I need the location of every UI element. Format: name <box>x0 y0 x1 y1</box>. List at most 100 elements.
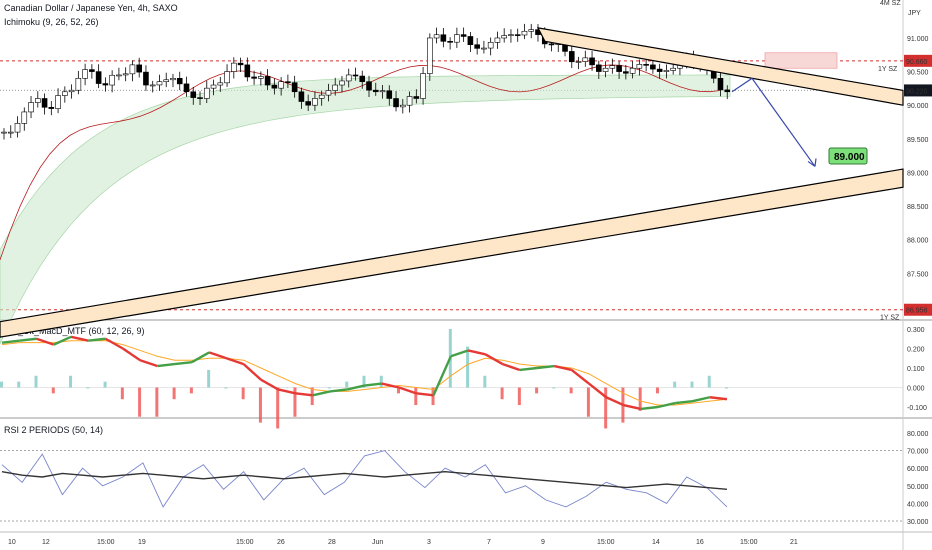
candle-body <box>501 35 507 39</box>
candle-body <box>190 91 197 98</box>
macd-line-segment <box>570 369 590 385</box>
candle-body <box>548 43 555 46</box>
candle-body <box>609 65 616 69</box>
time-tick-label: 21 <box>790 539 798 546</box>
time-tick-label: 26 <box>277 539 285 546</box>
candle-body <box>7 131 14 134</box>
time-tick-label: 15:00 <box>97 539 115 546</box>
price-tick-label: 91.000 <box>907 36 929 43</box>
price-tag <box>904 84 932 97</box>
candle-body <box>413 96 420 99</box>
candle-body <box>109 74 115 86</box>
macd-histogram-bar <box>345 381 349 388</box>
macd-line-segment <box>295 392 313 397</box>
candle-body <box>318 94 325 99</box>
candle-body <box>623 71 629 74</box>
rsi-50-line <box>1 471 728 491</box>
candle-body <box>589 57 595 66</box>
ichimoku-legend: Ichimoku (9, 26, 52, 26) <box>4 17 99 27</box>
macd-line-segment <box>432 355 452 396</box>
candle-body <box>122 73 129 76</box>
macd-histogram-bar <box>673 381 677 388</box>
candle-body <box>582 57 589 62</box>
forecast-arrow <box>731 77 816 167</box>
time-tick-label: 10 <box>8 539 16 546</box>
macd-histogram-bar <box>293 387 297 417</box>
sz-4m-label: 4M SZ <box>880 0 901 7</box>
candle-body <box>345 74 352 82</box>
candle-body <box>508 34 514 36</box>
macd-line-segment <box>312 390 331 397</box>
candle-body <box>156 81 163 86</box>
candle-body <box>433 34 440 39</box>
candle-body <box>474 44 480 49</box>
macd-line-segment <box>502 362 521 372</box>
macd-line-segment <box>226 357 245 366</box>
macd-line-segment <box>242 363 262 381</box>
macd-histogram-bar <box>638 387 642 411</box>
macd-line-segment <box>675 399 693 405</box>
candle-body <box>575 61 582 63</box>
macd-line-segment <box>398 386 417 395</box>
candle-body <box>278 81 284 89</box>
macd-histogram-bar <box>362 375 366 388</box>
candle-body <box>454 34 460 43</box>
time-tick-label: 16 <box>696 539 704 546</box>
candle-body <box>366 81 372 91</box>
time-tick-label: 15:00 <box>597 539 615 546</box>
macd-histogram-bar <box>725 387 728 389</box>
macd-line-segment <box>139 359 158 368</box>
macd-line-segment <box>208 351 227 360</box>
candle-body <box>447 41 453 43</box>
macd-histogram-bar <box>500 387 504 400</box>
candle-body <box>636 64 643 69</box>
macd-histogram-bar <box>155 387 159 417</box>
macd-line-segment <box>623 403 641 411</box>
macd-histogram-bar <box>690 381 694 388</box>
macd-histogram-bar <box>138 387 142 417</box>
price-tag-label: 90.660 <box>906 59 928 66</box>
candle-body <box>34 98 41 103</box>
candle-body <box>251 76 257 79</box>
macd-histogram-bar <box>276 387 280 429</box>
ichimoku-cloud-future <box>764 52 838 69</box>
candle-body <box>264 76 271 86</box>
macd-histogram-bar <box>51 387 55 394</box>
macd-legend: CM_Ult_MacD_MTF (60, 12, 26, 9) <box>4 326 145 336</box>
macd-histogram-bar <box>241 387 245 400</box>
candle-body <box>305 101 311 106</box>
candle-body <box>663 70 670 72</box>
candle-body <box>602 67 609 72</box>
macd-line-segment <box>277 388 296 395</box>
candle-body <box>217 82 224 86</box>
candle-body <box>170 78 176 81</box>
candle-body <box>224 71 230 84</box>
macd-histogram-bar <box>0 381 3 388</box>
target-label-box <box>828 147 868 165</box>
candle-body <box>68 89 75 93</box>
macd-histogram-bar <box>535 387 539 394</box>
candle-body <box>89 69 95 72</box>
candle-body <box>149 84 156 87</box>
price-tag-label: 86.958 <box>906 308 928 315</box>
candle-body <box>487 42 494 49</box>
macd-histogram-bar <box>569 387 573 394</box>
macd-line-segment <box>554 364 572 372</box>
macd-line-segment <box>70 335 89 342</box>
candle-body <box>359 75 366 82</box>
time-tick-label: 7 <box>487 539 491 546</box>
candle-body <box>285 81 291 83</box>
candle-body <box>339 80 345 86</box>
macd-line-segment <box>157 362 175 368</box>
macd-line-segment <box>416 392 434 397</box>
candle-body <box>460 34 467 37</box>
macd-histogram-bar <box>379 375 383 388</box>
price-tag <box>904 303 932 316</box>
macd-histogram-bar <box>207 369 211 388</box>
price-tag <box>904 54 932 67</box>
candle-body <box>406 96 413 106</box>
candle-body <box>643 64 649 66</box>
candle-body <box>55 95 61 109</box>
macd-tick-label: 0.100 <box>907 366 925 373</box>
